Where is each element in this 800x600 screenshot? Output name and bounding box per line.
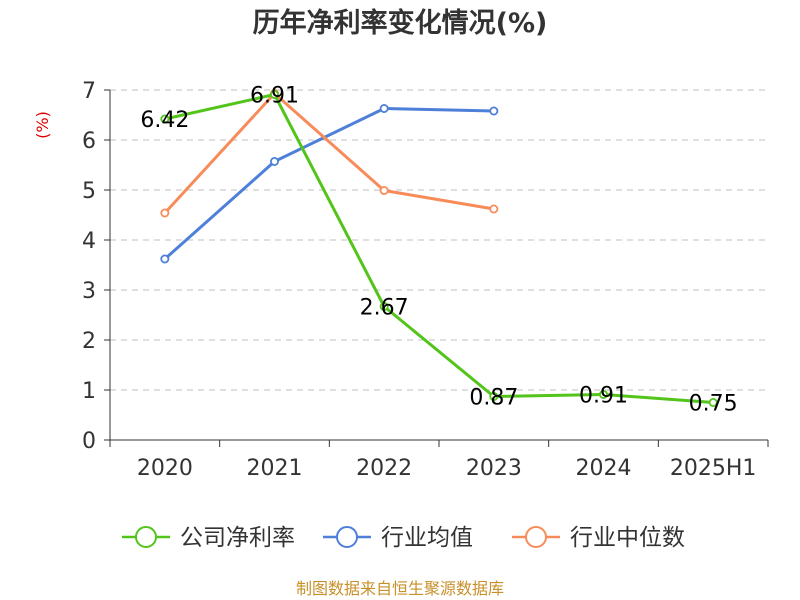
legend-marker	[525, 526, 547, 548]
legend-label[interactable]: 行业均值	[381, 525, 473, 551]
data-point[interactable]	[160, 114, 170, 124]
data-label: 2.67	[360, 296, 409, 321]
data-point[interactable]	[379, 185, 389, 195]
x-tick-label: 2025H1	[670, 456, 757, 481]
data-point[interactable]	[489, 204, 499, 214]
data-point[interactable]	[269, 156, 279, 166]
series-line	[164, 93, 714, 404]
legend[interactable]: 公司净利率 行业均值 行业中位数	[122, 525, 685, 551]
axes: 0 1 2 3 4 5 6 7 2020 2021 2022 2023 2024 2025H1	[82, 79, 769, 481]
data-point[interactable]	[160, 208, 170, 218]
data-label: 6.42	[140, 108, 189, 133]
legend-label[interactable]: 行业中位数	[570, 525, 685, 551]
y-tick-label: 7	[82, 79, 96, 104]
y-tick-label: 4	[82, 229, 96, 254]
x-tick-label: 2023	[466, 456, 522, 481]
data-point[interactable]	[379, 301, 389, 311]
y-axis-unit: (%)	[33, 111, 52, 139]
x-tick-label: 2022	[356, 456, 412, 481]
data-point[interactable]	[269, 90, 279, 100]
y-tick-label: 6	[82, 129, 96, 154]
y-tick-label: 3	[82, 279, 96, 304]
data-label: 0.87	[469, 386, 518, 411]
y-tick-label: 1	[82, 379, 96, 404]
legend-label[interactable]: 公司净利率	[180, 525, 295, 551]
data-point[interactable]	[489, 106, 499, 116]
x-tick-label: 2020	[137, 456, 193, 481]
data-point[interactable]	[708, 397, 718, 407]
y-tick-label: 2	[82, 329, 96, 354]
data-label: 0.91	[579, 384, 628, 409]
data-point[interactable]	[379, 104, 389, 114]
source-note: 制图数据来自恒生聚源数据库	[296, 579, 504, 598]
y-tick-label: 0	[82, 429, 96, 454]
series-lines	[160, 89, 718, 407]
data-point[interactable]	[489, 391, 499, 401]
x-tick-label: 2021	[247, 456, 303, 481]
data-label: 6.91	[250, 84, 299, 109]
data-point[interactable]	[599, 389, 609, 399]
data-labels: 6.42 6.91 2.67 0.87 0.91 0.75	[140, 84, 737, 417]
legend-marker	[336, 526, 358, 548]
data-label: 0.75	[689, 392, 738, 417]
y-tick-label: 5	[82, 179, 96, 204]
legend-marker	[135, 526, 157, 548]
series-line	[163, 107, 494, 261]
data-point[interactable]	[160, 254, 170, 264]
x-tick-label: 2024	[576, 456, 632, 481]
series-line	[163, 92, 495, 215]
grid-lines	[110, 89, 768, 391]
chart-title: 历年净利率变化情况(%)	[253, 7, 548, 39]
